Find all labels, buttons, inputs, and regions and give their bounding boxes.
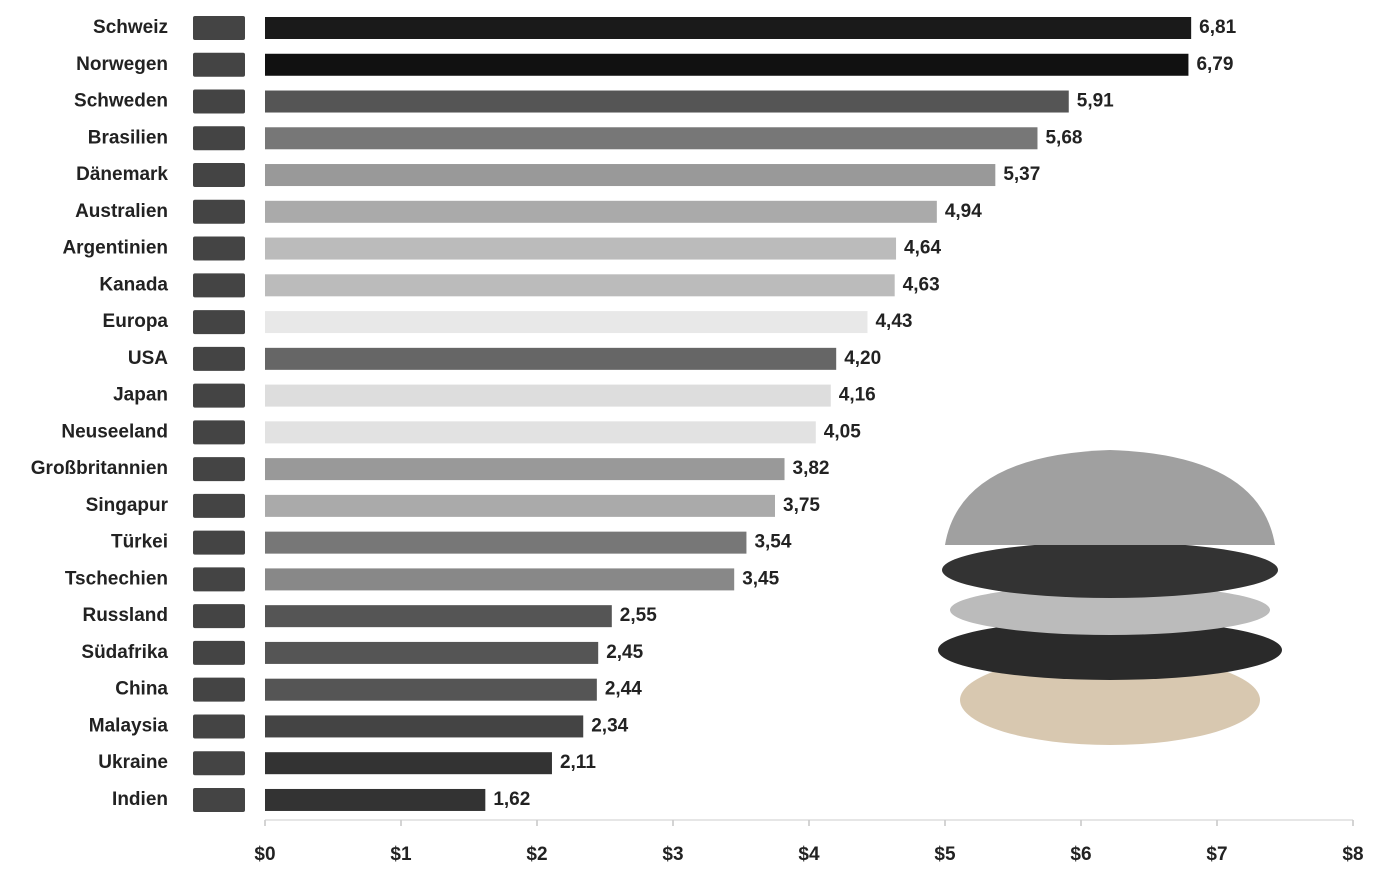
- bar: [265, 90, 1069, 113]
- flag: [193, 751, 245, 776]
- flag: [193, 530, 245, 555]
- bar: [265, 311, 868, 334]
- flag: [193, 493, 245, 518]
- flag: [193, 89, 245, 114]
- flag: [193, 677, 245, 702]
- category-label: USA: [128, 348, 168, 369]
- category-label: Malaysia: [89, 715, 169, 736]
- bar: [265, 127, 1038, 150]
- value-label: 5,91: [1077, 91, 1114, 112]
- value-label: 4,43: [875, 311, 912, 332]
- x-tick-label: $3: [662, 844, 683, 865]
- flag: [193, 163, 245, 188]
- flag: [193, 640, 245, 665]
- value-label: 2,45: [606, 642, 643, 663]
- category-label: Japan: [113, 385, 168, 406]
- category-label: Brasilien: [88, 127, 168, 148]
- value-label: 2,55: [620, 605, 657, 626]
- bar: [265, 458, 785, 481]
- category-label: Neuseeland: [61, 421, 168, 442]
- category-label: Dänemark: [76, 164, 168, 185]
- category-label: Indien: [112, 789, 168, 810]
- flag: [193, 383, 245, 408]
- category-label: Australien: [75, 201, 168, 222]
- flag: [193, 714, 245, 739]
- flag: [193, 787, 245, 812]
- flag: [193, 273, 245, 298]
- bar: [265, 568, 735, 591]
- value-label: 5,37: [1003, 164, 1040, 185]
- category-label: Europa: [103, 311, 169, 332]
- bar: [265, 384, 831, 407]
- value-label: 4,63: [903, 274, 940, 295]
- value-label: 3,45: [742, 568, 779, 589]
- category-label: Singapur: [86, 495, 169, 516]
- category-label: Kanada: [99, 274, 168, 295]
- x-tick-label: $8: [1342, 844, 1363, 865]
- value-label: 5,68: [1045, 127, 1082, 148]
- bar: [265, 200, 937, 223]
- bar: [265, 715, 584, 738]
- value-label: 4,20: [844, 348, 881, 369]
- category-label: Norwegen: [76, 54, 168, 75]
- flag: [193, 567, 245, 592]
- value-label: 2,34: [591, 715, 628, 736]
- bar: [265, 421, 816, 444]
- flag: [193, 346, 245, 371]
- bar: [265, 164, 996, 187]
- category-label: Tschechien: [65, 568, 168, 589]
- bar: [265, 752, 552, 775]
- flag: [193, 420, 245, 445]
- flag: [193, 457, 245, 482]
- category-label: Türkei: [111, 532, 168, 553]
- x-tick-label: $7: [1206, 844, 1227, 865]
- category-label: Ukraine: [98, 752, 168, 773]
- x-tick-label: $2: [526, 844, 547, 865]
- x-tick-label: $5: [934, 844, 956, 865]
- bar: [265, 347, 837, 370]
- flag: [193, 604, 245, 629]
- category-label: Südafrika: [81, 642, 168, 663]
- flag: [193, 16, 245, 40]
- x-tick-label: $4: [798, 844, 820, 865]
- value-label: 3,75: [783, 495, 820, 516]
- value-label: 3,82: [793, 458, 830, 479]
- value-label: 4,94: [945, 201, 982, 222]
- x-tick-label: $1: [390, 844, 412, 865]
- category-label: Argentinien: [62, 238, 168, 259]
- flag: [193, 310, 245, 335]
- value-label: 4,16: [839, 385, 876, 406]
- flag: [193, 52, 245, 77]
- bar: [265, 53, 1189, 76]
- x-tick-label: $0: [254, 844, 275, 865]
- flag: [193, 126, 245, 151]
- x-tick-label: $6: [1070, 844, 1091, 865]
- bar: [265, 494, 775, 517]
- burger: [938, 450, 1282, 745]
- bar: [265, 237, 897, 260]
- value-label: 4,05: [824, 421, 861, 442]
- value-label: 2,44: [605, 679, 642, 700]
- bar: [265, 274, 895, 297]
- category-label: Schweiz: [93, 17, 168, 38]
- bar: [265, 788, 486, 811]
- bar: [265, 641, 599, 664]
- value-label: 1,62: [493, 789, 530, 810]
- bar: [265, 678, 597, 701]
- value-label: 4,64: [904, 238, 941, 259]
- category-label: Schweden: [74, 91, 168, 112]
- bar: [265, 531, 747, 554]
- value-label: 6,81: [1199, 17, 1236, 38]
- bar: [265, 17, 1192, 39]
- flag: [193, 199, 245, 224]
- bar: [265, 605, 612, 628]
- value-label: 2,11: [560, 752, 596, 773]
- value-label: 6,79: [1196, 54, 1233, 75]
- category-label: Großbritannien: [31, 458, 168, 479]
- flag: [193, 236, 245, 261]
- value-label: 3,54: [754, 532, 791, 553]
- category-label: Russland: [82, 605, 168, 626]
- category-label: China: [115, 679, 168, 700]
